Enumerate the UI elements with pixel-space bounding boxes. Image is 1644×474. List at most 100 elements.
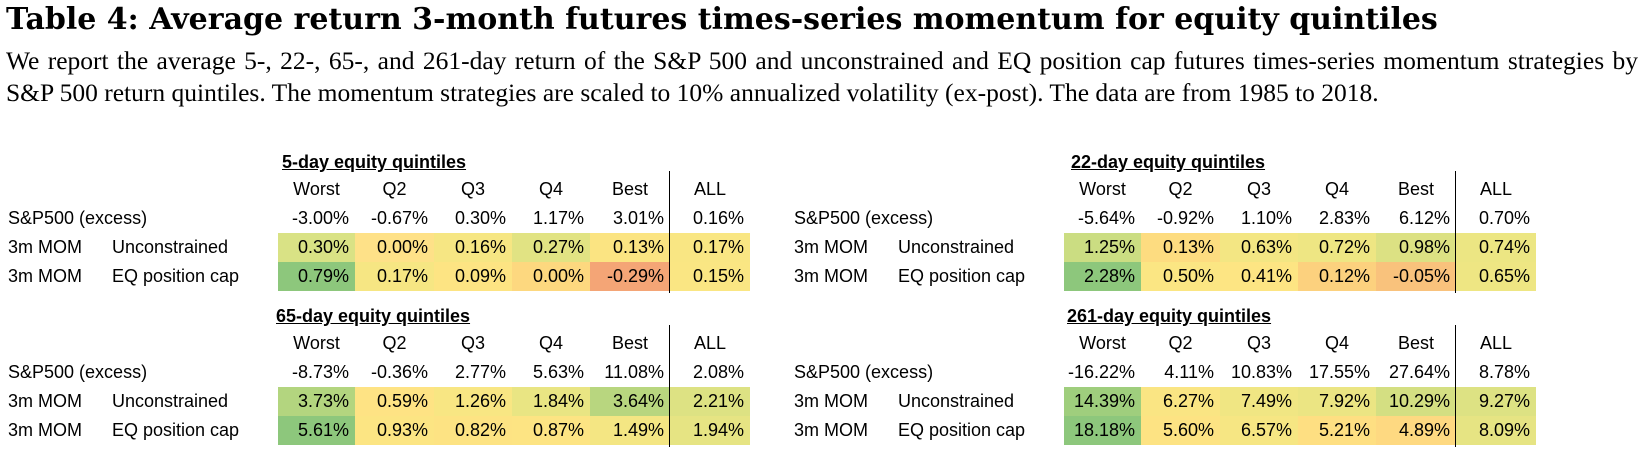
row-label: S&P500 (excess) — [794, 362, 934, 382]
cell-worst: 3.73% — [278, 387, 355, 416]
cell-worst: 0.30% — [278, 233, 355, 262]
column-header-q3: Q3 — [460, 333, 485, 353]
cell-q4: 0.00% — [512, 262, 590, 291]
column-header-best: Best — [611, 179, 649, 199]
cell-q3: 10.83% — [1230, 362, 1292, 382]
cell-all: 9.27% — [1456, 387, 1536, 416]
mom-unconstrained-row: 3m MOM Unconstrained 0.30% 0.00% 0.16% 0.27% 0… — [6, 233, 776, 262]
header-row: Worst Q2 Q3 Q4 Best ALL — [6, 175, 776, 204]
cell-all: 1.94% — [670, 416, 750, 445]
column-header-all: ALL — [693, 333, 727, 353]
cell-all: 0.16% — [692, 208, 744, 228]
cell-q2: 0.59% — [355, 387, 434, 416]
strategy-label: 3m MOM — [794, 420, 868, 440]
all-column-divider — [1455, 325, 1456, 447]
all-column-divider — [1455, 171, 1456, 293]
cell-q4: 5.63% — [532, 362, 584, 382]
cell-q4: 7.92% — [1298, 387, 1376, 416]
column-header-worst: Worst — [293, 179, 340, 199]
column-header-worst: Worst — [1079, 333, 1126, 353]
variant-label: Unconstrained — [112, 237, 229, 257]
cell-q4: 0.72% — [1298, 233, 1376, 262]
column-header-q4: Q4 — [1324, 179, 1349, 199]
column-header-q4: Q4 — [538, 333, 563, 353]
variant-label: EQ position cap — [898, 420, 1026, 440]
cell-q3: 0.09% — [434, 262, 512, 291]
cell-all: 0.70% — [1478, 208, 1530, 228]
strategy-label: 3m MOM — [8, 420, 82, 440]
quintile-panel-3: 65-day equity quintiles Worst Q2 Q3 Q4 Best AL… — [6, 304, 776, 464]
panel-title: 5-day equity quintiles — [282, 152, 467, 172]
strategy-label: 3m MOM — [8, 237, 82, 257]
cell-q4: 5.21% — [1298, 416, 1376, 445]
strategy-label: 3m MOM — [8, 266, 82, 286]
mom-eqcap-row: 3m MOM EQ position cap 2.28% 0.50% 0.41% 0.12… — [792, 262, 1562, 291]
cell-best: 6.12% — [1398, 208, 1450, 228]
mom-eqcap-row: 3m MOM EQ position cap 18.18% 5.60% 6.57% 5.2… — [792, 416, 1562, 445]
column-header-worst: Worst — [1079, 179, 1126, 199]
variant-label: Unconstrained — [898, 391, 1015, 411]
column-header-q4: Q4 — [1324, 333, 1349, 353]
cell-q4: 0.27% — [512, 233, 590, 262]
cell-best: 1.49% — [590, 416, 670, 445]
cell-q3: 0.30% — [454, 208, 506, 228]
sp500-row: S&P500 (excess) -16.22% 4.11% 10.83% 17.55% 2… — [792, 358, 1562, 387]
cell-all: 0.17% — [670, 233, 750, 262]
cell-all: 0.15% — [670, 262, 750, 291]
cell-q2: -0.92% — [1156, 208, 1214, 228]
cell-worst: -16.22% — [1067, 362, 1135, 382]
variant-label: EQ position cap — [112, 266, 240, 286]
column-header-q3: Q3 — [1246, 333, 1271, 353]
column-header-all: ALL — [1479, 333, 1513, 353]
cell-all: 8.78% — [1478, 362, 1530, 382]
cell-all: 8.09% — [1456, 416, 1536, 445]
cell-best: -0.29% — [590, 262, 670, 291]
cell-q4: 2.83% — [1318, 208, 1370, 228]
column-header-q3: Q3 — [1246, 179, 1271, 199]
cell-q2: 0.13% — [1141, 233, 1220, 262]
quintile-panel-4: 261-day equity quintiles Worst Q2 Q3 Q4 Best A… — [792, 304, 1562, 464]
cell-worst: 0.79% — [278, 262, 355, 291]
cell-worst: 18.18% — [1064, 416, 1141, 445]
strategy-label: 3m MOM — [8, 391, 82, 411]
header-row: Worst Q2 Q3 Q4 Best ALL — [792, 329, 1562, 358]
cell-q3: 0.16% — [434, 233, 512, 262]
column-header-q2: Q2 — [382, 333, 407, 353]
cell-q2: 4.11% — [1164, 362, 1214, 382]
variant-label: EQ position cap — [898, 266, 1026, 286]
row-label: S&P500 (excess) — [794, 208, 934, 228]
column-header-q4: Q4 — [538, 179, 563, 199]
cell-worst: 5.61% — [278, 416, 355, 445]
table-description: We report the average 5-, 22-, 65-, and … — [6, 46, 1638, 107]
cell-q2: 0.00% — [355, 233, 434, 262]
cell-q3: 2.77% — [454, 362, 506, 382]
cell-q2: 0.93% — [355, 416, 434, 445]
cell-worst: -8.73% — [291, 362, 349, 382]
cell-q4: 1.84% — [512, 387, 590, 416]
column-header-all: ALL — [693, 179, 727, 199]
column-header-q3: Q3 — [460, 179, 485, 199]
cell-q2: -0.36% — [370, 362, 428, 382]
strategy-label: 3m MOM — [794, 266, 868, 286]
header-row: Worst Q2 Q3 Q4 Best ALL — [6, 329, 776, 358]
column-header-worst: Worst — [293, 333, 340, 353]
row-label: S&P500 (excess) — [8, 362, 148, 382]
cell-q3: 7.49% — [1220, 387, 1298, 416]
cell-q2: -0.67% — [370, 208, 428, 228]
panel-title: 22-day equity quintiles — [1071, 152, 1266, 172]
column-header-best: Best — [611, 333, 649, 353]
cell-best: 4.89% — [1376, 416, 1456, 445]
cell-best: 3.01% — [612, 208, 664, 228]
cell-q2: 6.27% — [1141, 387, 1220, 416]
variant-label: Unconstrained — [898, 237, 1015, 257]
panel-title: 261-day equity quintiles — [1067, 306, 1272, 326]
column-header-q2: Q2 — [1168, 333, 1193, 353]
column-header-best: Best — [1397, 179, 1435, 199]
cell-all: 2.21% — [670, 387, 750, 416]
cell-best: 3.64% — [590, 387, 670, 416]
cell-q3: 0.82% — [434, 416, 512, 445]
cell-best: 27.64% — [1388, 362, 1450, 382]
cell-q3: 1.26% — [434, 387, 512, 416]
strategy-label: 3m MOM — [794, 237, 868, 257]
cell-best: 0.98% — [1376, 233, 1456, 262]
